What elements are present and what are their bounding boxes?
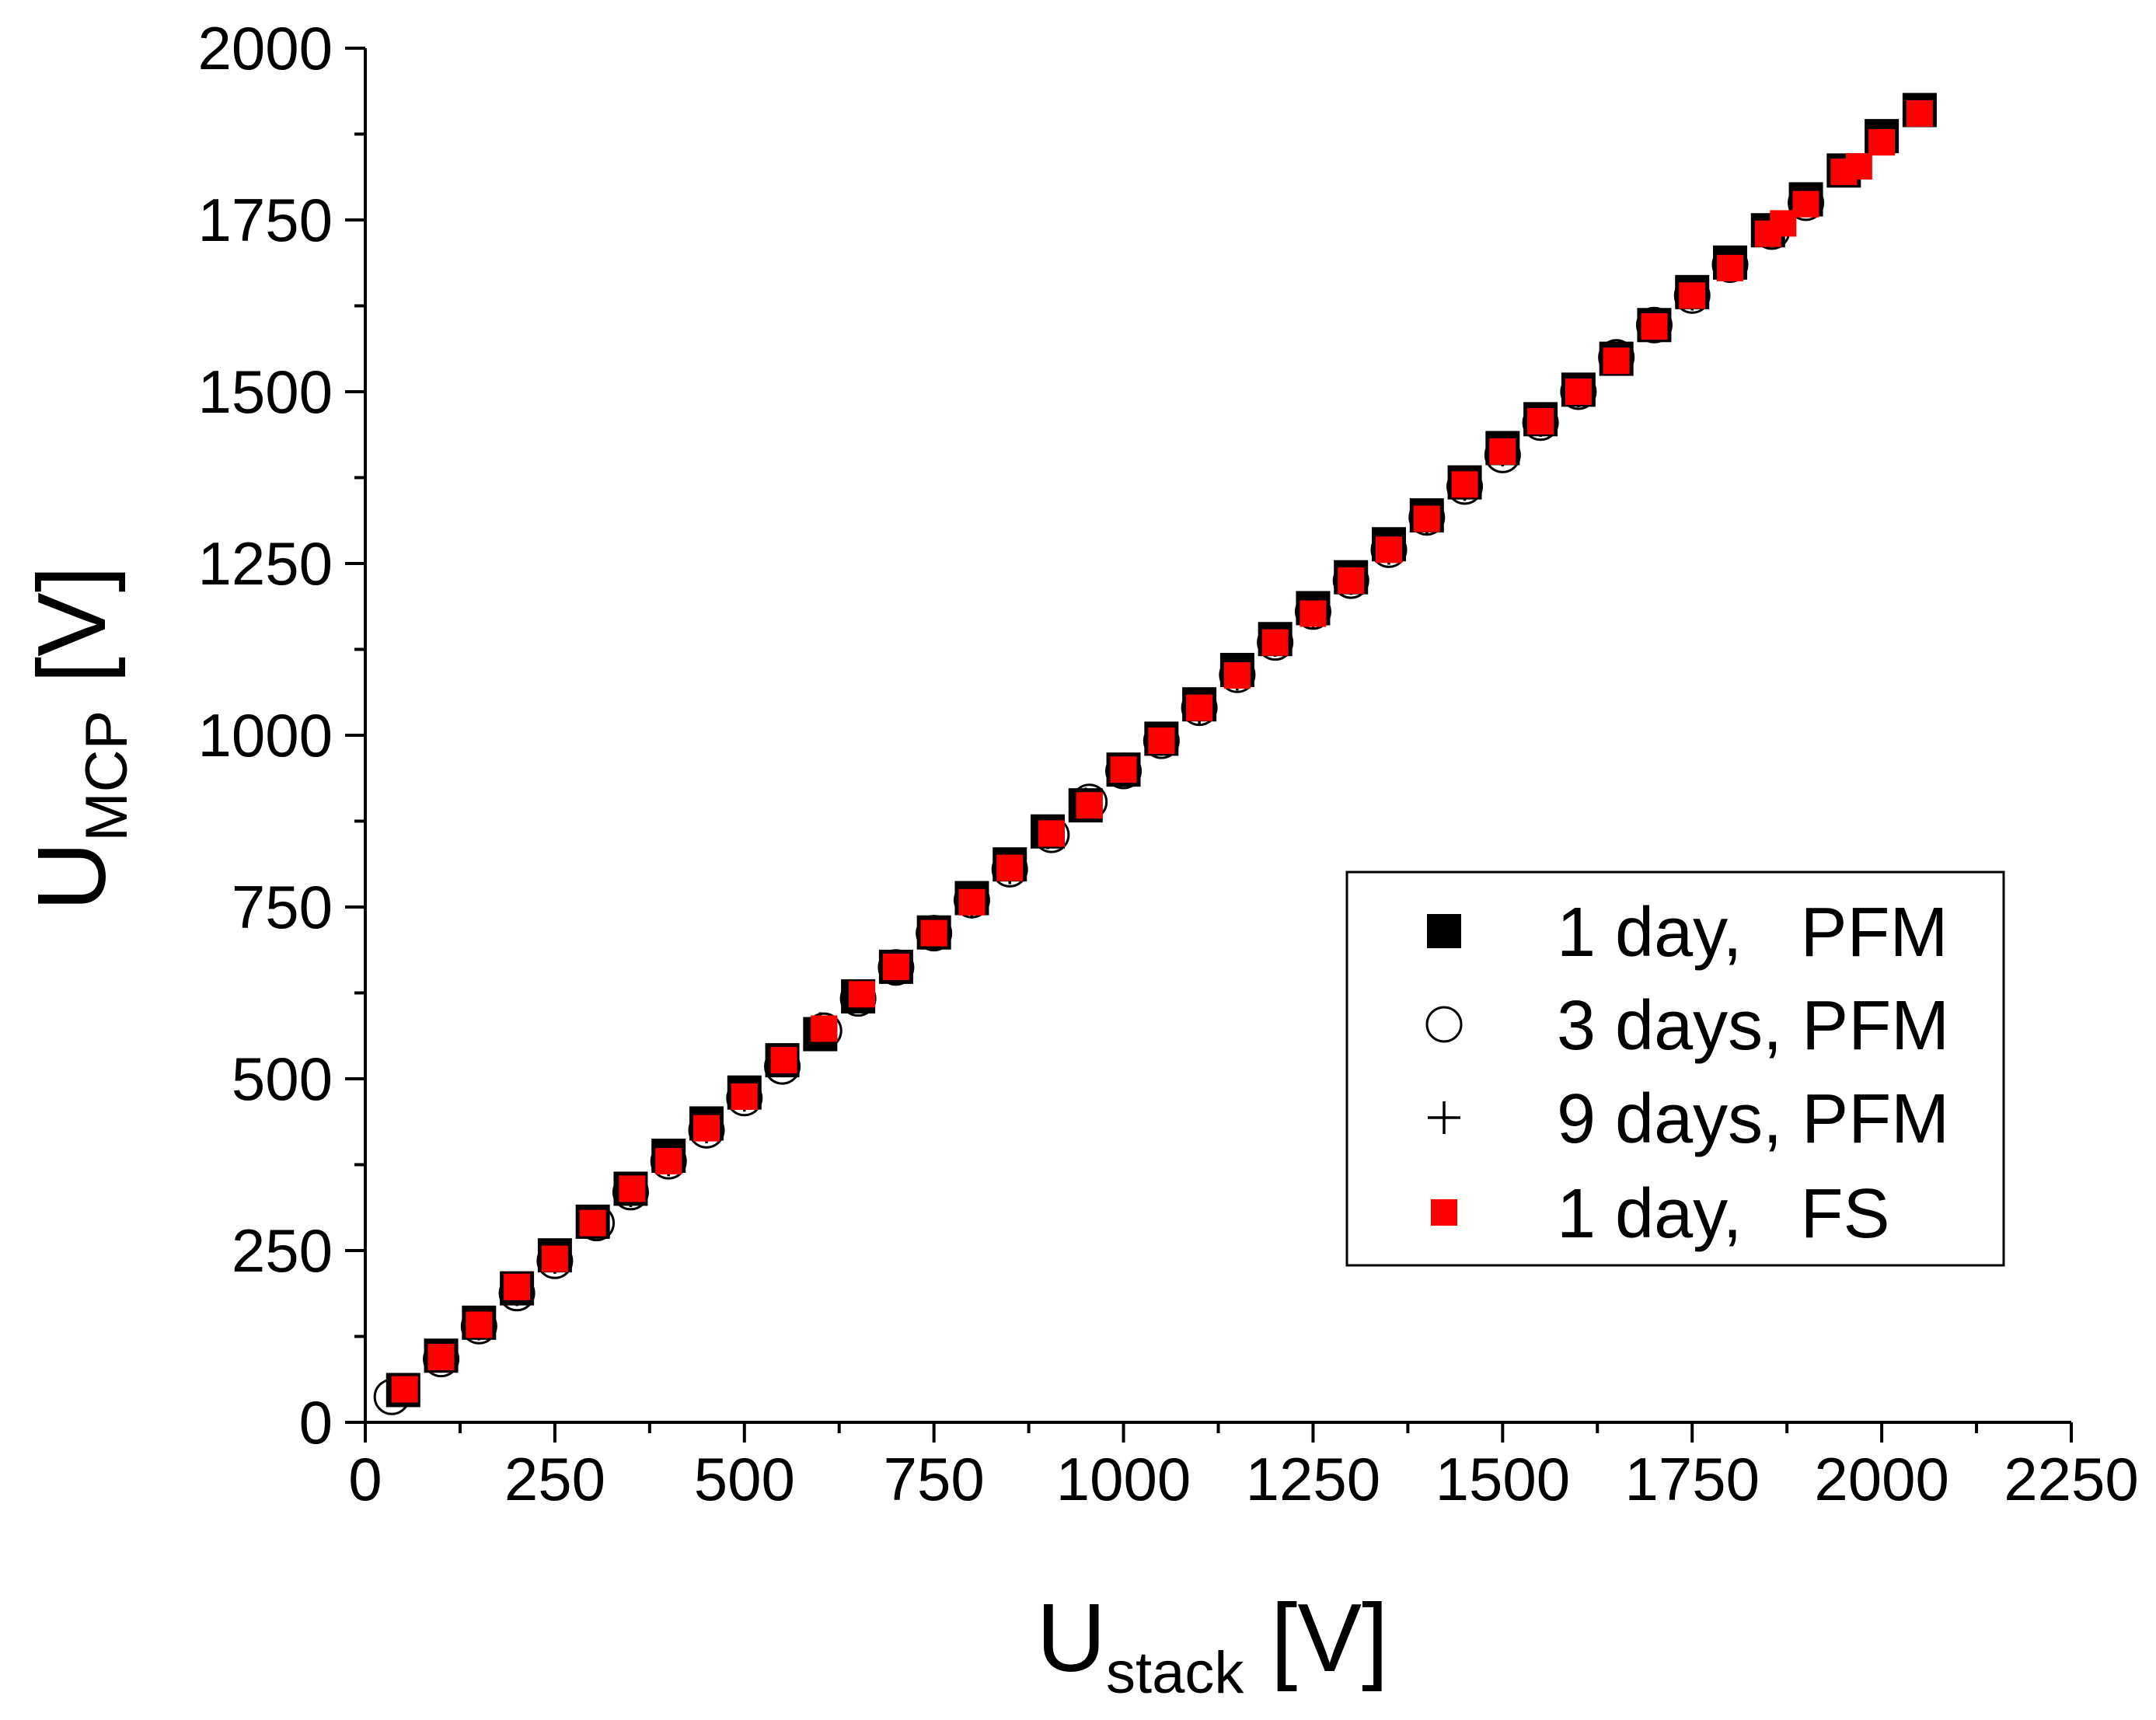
y-axis-title: UMCP [V] [19, 566, 140, 912]
y-tick-label: 1250 [197, 529, 333, 598]
x-tick-label: 2250 [2004, 1445, 2139, 1513]
legend-marker [1431, 1199, 1457, 1226]
data-point [1603, 347, 1630, 375]
legend-label: 1 day, FS [1557, 1175, 1890, 1253]
y-tick-label: 500 [232, 1045, 333, 1113]
data-point [1294, 593, 1331, 630]
x-axis-title-unit: [V] [1244, 1585, 1388, 1692]
data-point [427, 1344, 455, 1371]
data-point [1635, 306, 1673, 344]
y-tick-label: 250 [232, 1216, 333, 1285]
data-point [1565, 379, 1592, 405]
data-point [1641, 313, 1668, 340]
data-point [1076, 792, 1103, 819]
legend-marker [1427, 914, 1461, 948]
data-point [996, 854, 1024, 881]
data-point [1181, 689, 1218, 727]
x-tick-label: 2000 [1814, 1445, 1949, 1513]
legend: 1 day, PFM 3 days, PFM 9 days, PFM 1 day, F… [1345, 870, 2005, 1267]
x-tick-label: 1500 [1436, 1445, 1571, 1513]
y-tick-label: 750 [232, 873, 333, 941]
data-points [373, 92, 1937, 1415]
y-tick-label: 0 [299, 1388, 333, 1457]
data-point [466, 1311, 493, 1338]
data-point [1186, 694, 1213, 721]
data-point [731, 1083, 758, 1110]
legend-label: 9 days, PFM [1557, 1080, 1949, 1158]
data-point [1338, 567, 1365, 595]
y-tick-label: 1500 [197, 358, 333, 426]
x-axis-title: Ustack [V] [1036, 1585, 1388, 1706]
data-point [1527, 408, 1554, 435]
data-point [1845, 153, 1872, 180]
data-point [1219, 656, 1256, 693]
y-tick-label: 1750 [197, 186, 333, 254]
series-4 [391, 99, 1933, 1403]
y-axis-title-sub: MCP [74, 710, 140, 842]
data-point [1376, 536, 1402, 563]
legend-marker [1425, 1006, 1463, 1043]
x-tick-label: 250 [504, 1445, 605, 1513]
legend-label: 3 days, PFM [1557, 987, 1949, 1065]
data-point [811, 1015, 838, 1042]
data-point [1261, 629, 1289, 656]
x-tick-label: 500 [694, 1445, 795, 1513]
data-point [1071, 783, 1108, 821]
x-tick-label: 1250 [1246, 1445, 1381, 1513]
data-point [504, 1273, 531, 1300]
data-point [1300, 600, 1327, 627]
data-point [655, 1148, 682, 1175]
data-point [1033, 816, 1070, 853]
data-point [1560, 373, 1597, 410]
legend-marker [1428, 1101, 1460, 1134]
y-tick-label: 1000 [197, 701, 333, 769]
data-point [1770, 210, 1797, 237]
data-point [1717, 254, 1743, 281]
data-point [1110, 756, 1137, 783]
data-point [541, 1245, 568, 1272]
data-point [1792, 190, 1819, 218]
x-tick-label: 1000 [1056, 1445, 1191, 1513]
x-tick-label: 1750 [1624, 1445, 1760, 1513]
x-tick-label: 750 [884, 1445, 985, 1513]
data-point [1223, 662, 1251, 689]
y-axis-ticks: 0 250 500 750 1000 1250 1500 1750 2000 [197, 14, 365, 1457]
data-point [1413, 505, 1440, 532]
legend-label: 1 day, PFM [1557, 894, 1948, 972]
data-point [848, 981, 875, 1008]
data-point [1451, 471, 1478, 498]
y-tick-label: 2000 [197, 14, 333, 82]
data-point [1711, 246, 1749, 283]
data-point [391, 1376, 418, 1403]
data-point [619, 1175, 646, 1202]
data-point [877, 949, 915, 986]
data-point [1906, 99, 1933, 127]
data-point [920, 919, 947, 947]
data-point [805, 1012, 843, 1049]
x-axis-ticks: 0 250 500 750 1000 1250 1500 1750 2000 2250 [348, 1422, 2139, 1513]
data-point [1489, 438, 1516, 465]
data-point [958, 888, 986, 916]
x-axis-title-main: U [1036, 1585, 1106, 1692]
y-axis-title-main: U [19, 842, 126, 912]
data-point [579, 1209, 606, 1237]
data-point [916, 915, 953, 952]
data-point [1038, 820, 1065, 847]
data-point [1679, 282, 1706, 309]
data-point [1408, 499, 1446, 536]
x-tick-label: 0 [348, 1445, 382, 1513]
data-point [693, 1115, 720, 1142]
data-point [882, 953, 909, 980]
x-axis-title-sub: stack [1106, 1640, 1244, 1706]
data-point [1148, 727, 1175, 755]
data-point [770, 1047, 797, 1074]
data-point [1868, 129, 1896, 156]
y-axis-title-unit: [V] [19, 566, 126, 710]
